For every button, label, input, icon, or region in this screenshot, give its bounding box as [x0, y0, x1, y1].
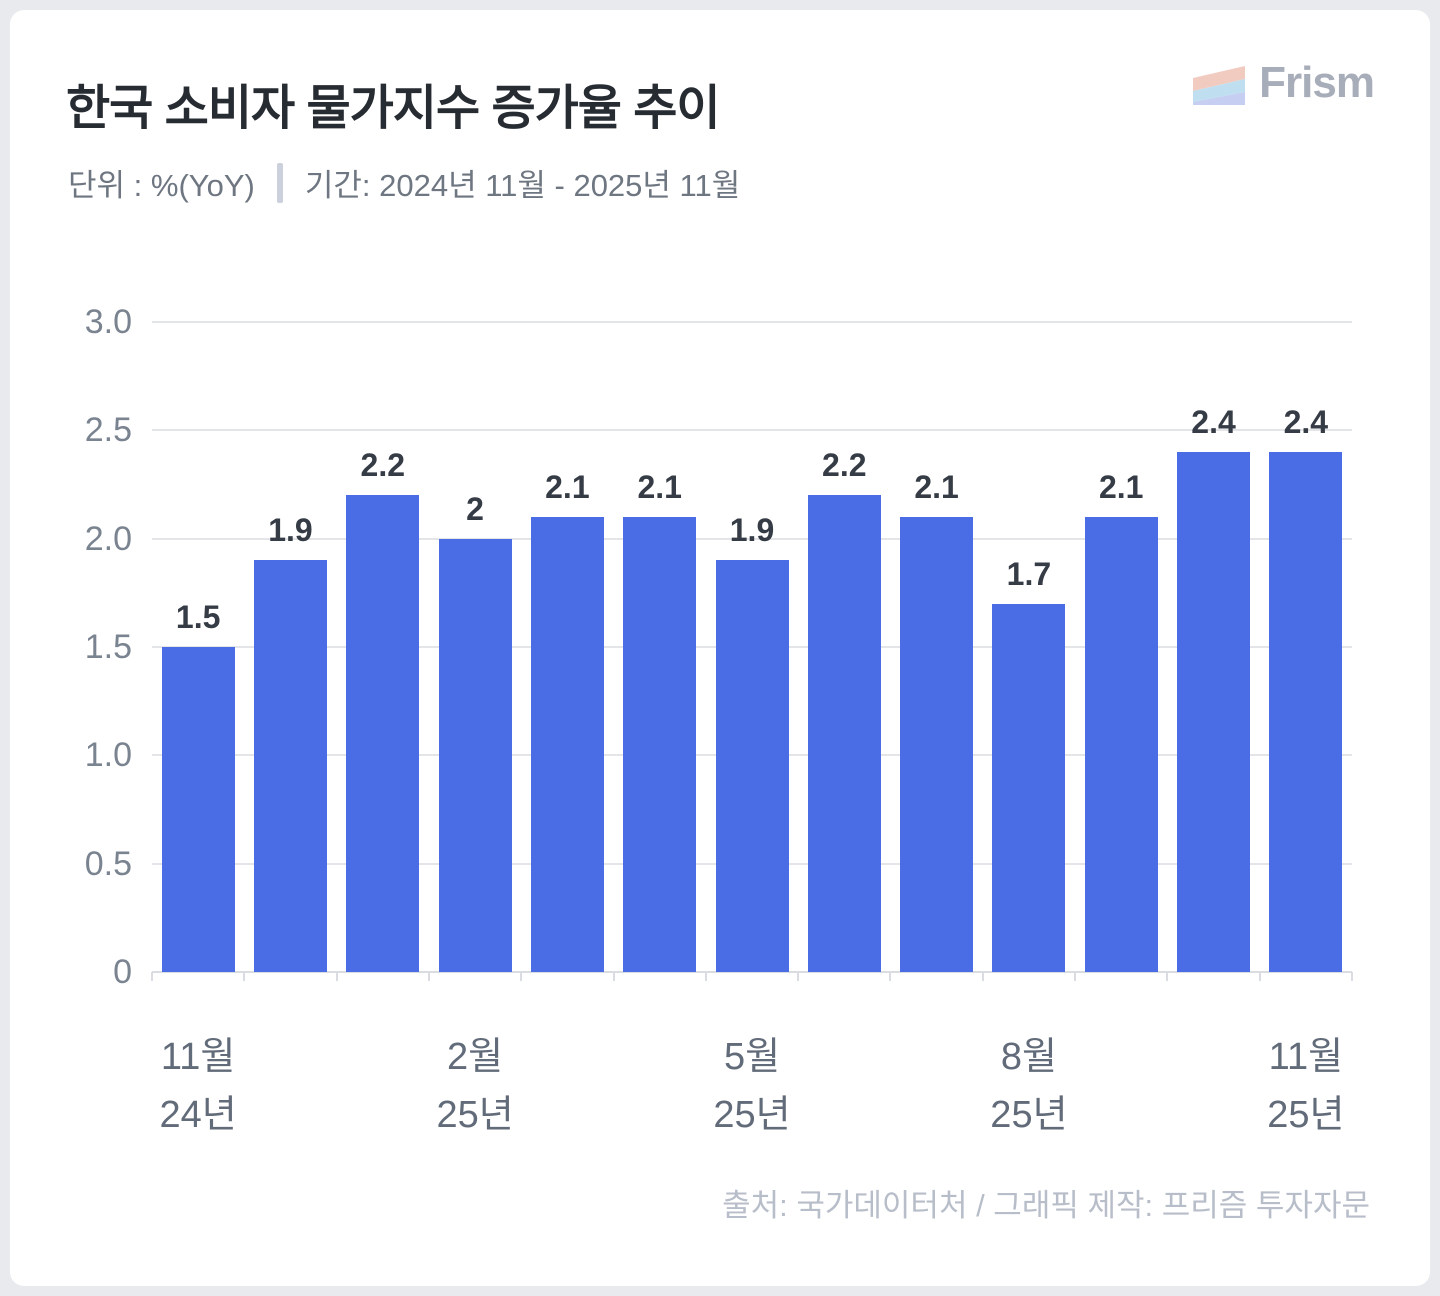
brand-logo: Frism: [1193, 58, 1375, 108]
y-tick-label: 1.0: [84, 736, 132, 775]
x-tick-label-year: 24년: [159, 1094, 237, 1136]
x-tick-mark: [243, 972, 246, 981]
x-tick-label-month: 5월: [723, 1036, 781, 1078]
bar: [346, 495, 420, 972]
bar-value-label: 2.1: [637, 469, 682, 505]
chart-meta: 단위 : %(YoY) 기간: 2024년 11월 - 2025년 11월: [68, 160, 740, 205]
bar: [253, 560, 327, 972]
bar-value-label: 1.9: [268, 512, 313, 549]
meta-divider: [276, 162, 283, 203]
y-tick-label: 0.5: [84, 844, 132, 883]
y-tick-label: 2.5: [84, 411, 132, 450]
bar: [623, 517, 697, 972]
bar: [1269, 452, 1343, 972]
bar-value-label: 2.2: [360, 447, 405, 484]
bar: [1177, 452, 1251, 972]
bar-value-label: 2.1: [914, 469, 959, 505]
x-tick-label-month: 2월: [447, 1036, 504, 1078]
x-tick-label: 8월 25년: [990, 1028, 1067, 1144]
bar-value-label: 2: [466, 490, 484, 527]
bar: [900, 517, 974, 972]
brand-logo-text: Frism: [1259, 58, 1375, 107]
x-tick-label-month: 11월: [1268, 1036, 1344, 1078]
unit-label: 단위 : %(YoY): [68, 168, 255, 203]
gridline: [152, 537, 1352, 540]
x-tick-mark: [981, 972, 984, 981]
bar: [438, 538, 512, 972]
bar-value-label: 2.1: [545, 469, 590, 505]
x-tick-mark: [427, 972, 430, 981]
x-tick-mark: [1351, 972, 1353, 981]
x-axis-line: [152, 971, 1352, 973]
x-tick-mark: [1166, 972, 1169, 981]
period-label: 기간: 2024년 11월 - 2025년 11월: [304, 168, 741, 203]
bar-value-label: 2.4: [1191, 404, 1236, 440]
y-tick-label: 2.0: [84, 519, 132, 558]
x-tick-label-year: 25년: [990, 1094, 1068, 1136]
bar-value-label: 1.5: [175, 599, 221, 635]
bar: [992, 603, 1066, 972]
bar-value-label: 2.4: [1283, 404, 1329, 440]
x-tick-label-year: 25년: [1267, 1094, 1345, 1136]
bar: [807, 495, 881, 972]
source-credit: 출처: 국가데이터처 / 그래픽 제작: 프리즘 투자자문: [722, 1188, 1370, 1223]
x-tick-mark: [612, 972, 615, 981]
bar: [530, 517, 604, 972]
bar-value-label: 2.1: [1098, 469, 1144, 505]
x-tick-mark: [704, 972, 707, 981]
x-tick-mark: [1074, 972, 1077, 981]
x-tick-label: 2월 25년: [436, 1028, 513, 1144]
y-tick-label: 1.5: [84, 628, 132, 666]
x-tick-label: 11월 24년: [160, 1028, 237, 1144]
plot-area: 1.5 1.9 2.2 2 2.1 2.1 1.9 2.2 2.1 1.7 2.1 2.4 2.4: [151, 321, 1353, 981]
x-tick-mark: [889, 972, 892, 981]
x-tick-mark: [520, 972, 523, 981]
chart-card: 한국 소비자 물가지수 증가율 추이 Frism 단위 : %(YoY) 기간:…: [10, 10, 1430, 1286]
bar-value-label: 1.9: [729, 512, 775, 549]
y-tick-label: 3.0: [84, 303, 132, 341]
bar: [161, 647, 235, 972]
x-tick-mark: [797, 972, 800, 981]
y-tick-label: 0: [113, 953, 132, 991]
x-tick-label-year: 25년: [436, 1094, 514, 1136]
bar: [1084, 517, 1158, 972]
gridline: [152, 321, 1352, 323]
x-tick-mark: [335, 972, 338, 981]
gridline: [152, 429, 1352, 432]
x-tick-mark: [1258, 972, 1261, 981]
bar-value-label: 1.7: [1006, 555, 1052, 592]
page-title: 한국 소비자 물가지수 증가율 추이: [66, 82, 721, 135]
x-tick-label: 11월 25년: [1267, 1028, 1344, 1144]
bar-value-label: 2.2: [822, 447, 867, 484]
prism-logo-icon: [1193, 66, 1246, 105]
bar: [715, 560, 789, 972]
x-tick-label-year: 25년: [713, 1094, 791, 1136]
x-tick-label-month: 11월: [160, 1036, 236, 1078]
x-tick-label: 5월 25년: [713, 1028, 790, 1144]
x-tick-mark: [151, 972, 153, 981]
x-tick-label-month: 8월: [1000, 1036, 1057, 1078]
